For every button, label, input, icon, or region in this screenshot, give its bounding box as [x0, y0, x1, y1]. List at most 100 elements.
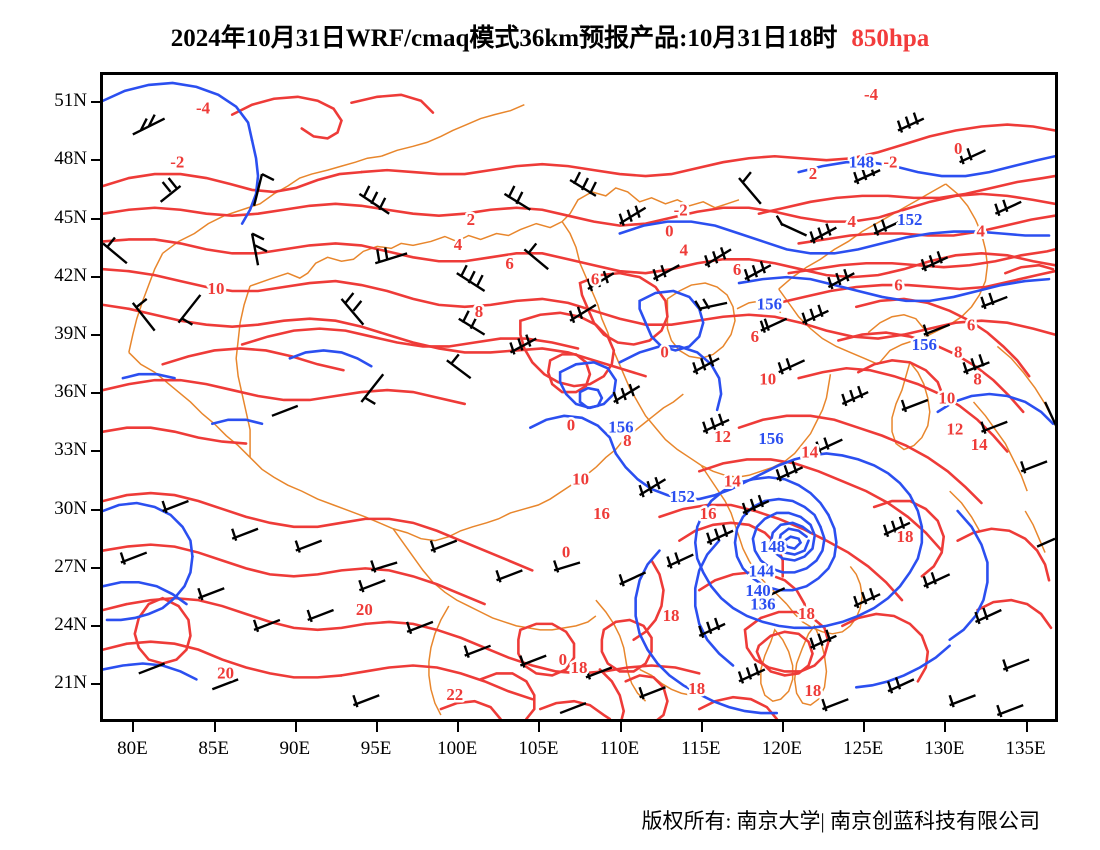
- y-axis-tick: [91, 683, 100, 686]
- contour-label: 10: [208, 279, 225, 298]
- contour-label: 14: [971, 435, 988, 454]
- contour-label-halo: 0: [665, 222, 673, 241]
- contour-label: 4: [680, 241, 689, 260]
- x-axis-label: 80E: [117, 738, 148, 759]
- x-axis-tick: [700, 722, 703, 732]
- y-axis-label: 48N: [54, 148, 87, 170]
- contour-label: 140: [745, 581, 770, 600]
- contour-label-halo: 136: [750, 594, 775, 613]
- contour-label-halo: 12: [946, 420, 963, 439]
- contour-label-halo: -2: [674, 200, 688, 219]
- contour-label: 4: [977, 222, 986, 241]
- chart-title: 2024年10月31日WRF/cmaq模式36km预报产品:10月31日18时 8…: [0, 18, 1100, 54]
- y-axis-tick: [91, 508, 100, 511]
- y-axis-label: 51N: [54, 90, 87, 112]
- contour-label: 6: [751, 327, 759, 346]
- contour-label: 16: [700, 504, 717, 523]
- contour-label: 6: [733, 260, 741, 279]
- contour-label: 2: [809, 164, 817, 183]
- x-axis-label: 115E: [681, 738, 721, 759]
- contour-label-halo: 10: [759, 370, 776, 389]
- contour-label-halo: 14: [971, 435, 988, 454]
- y-axis-tick: [91, 333, 100, 336]
- contour-label-halo: 4: [977, 222, 986, 241]
- x-axis-label: 85E: [198, 738, 229, 759]
- contour-label-halo: 18: [897, 527, 914, 546]
- contour-label-halo: 6: [591, 270, 599, 289]
- contour-label: 18: [798, 604, 815, 623]
- contour-label-halo: 18: [798, 604, 815, 623]
- y-axis-label: 30N: [54, 497, 87, 519]
- contour-label-halo: -2: [883, 152, 897, 171]
- contour-label: 152: [670, 487, 695, 506]
- contour-label-halo: 0: [954, 139, 962, 158]
- contour-label-halo: 4: [847, 212, 856, 231]
- title-pressure-level: 850hpa: [851, 25, 930, 52]
- y-axis-tick: [91, 392, 100, 395]
- contour-label: 10: [938, 389, 955, 408]
- contour-label: 0: [567, 416, 575, 435]
- contour-label: 2: [467, 210, 475, 229]
- contour-label-halo: 156: [912, 335, 937, 354]
- x-axis-tick: [213, 722, 216, 732]
- contour-label: 14: [724, 471, 741, 490]
- contour-label: 18: [897, 527, 914, 546]
- map-plot-area: -4 -4 -4 -4 -2 -2 -2 -2 -2 -2 0 0 0 0 2 2 2 2 4 4 4 4 4 4 4 4 6 6 6 6…: [100, 72, 1058, 722]
- contour-label: -2: [883, 152, 897, 171]
- y-axis-tick: [91, 159, 100, 162]
- contour-label-halo: 8: [973, 370, 981, 389]
- contour-label-halo: 2: [467, 210, 475, 229]
- x-axis-tick: [619, 722, 622, 732]
- contour-label-halo: 18: [688, 679, 705, 698]
- contour-label: 136: [750, 594, 775, 613]
- copyright-footer: 版权所有: 南京大学| 南京创蓝科技有限公司: [641, 809, 1040, 833]
- contour-label-halo: 4: [680, 241, 689, 260]
- contour-label: 6: [505, 254, 513, 273]
- contour-label-halo: 8: [475, 302, 483, 321]
- contour-label-halo: 148: [849, 152, 874, 171]
- contour-label: 18: [804, 681, 821, 700]
- contour-label: 152: [897, 210, 922, 229]
- contour-label-halo: 16: [700, 504, 717, 523]
- contour-label: -4: [864, 85, 879, 104]
- contour-label-halo: 140: [745, 581, 770, 600]
- contour-label-halo: 18: [663, 606, 680, 625]
- y-axis-tick: [91, 275, 100, 278]
- contour-label-halo: -4: [864, 85, 879, 104]
- contour-label: 6: [894, 275, 902, 294]
- x-axis-tick: [1025, 722, 1028, 732]
- contour-label: 0: [665, 222, 673, 241]
- contour-label-halo: 156: [757, 295, 782, 314]
- x-axis-label: 135E: [1005, 738, 1046, 759]
- contour-label: 8: [973, 370, 981, 389]
- contour-label-halo: 148: [760, 537, 785, 556]
- contour-label: 22: [446, 685, 463, 704]
- x-axis-tick: [132, 722, 135, 732]
- contour-label: -2: [170, 152, 184, 171]
- contour-label: 18: [663, 606, 680, 625]
- y-axis-label: 24N: [54, 613, 87, 635]
- contour-label: 8: [623, 431, 631, 450]
- contour-label: 0: [559, 650, 567, 669]
- contour-label-halo: 4: [454, 235, 463, 254]
- contour-label: 0: [660, 343, 668, 362]
- contour-label-halo: 0: [559, 650, 567, 669]
- y-axis-tick: [91, 450, 100, 453]
- contour-label-halo: 8: [623, 431, 631, 450]
- contour-label-halo: 0: [660, 343, 668, 362]
- x-axis-tick: [376, 722, 379, 732]
- contour-label: 10: [759, 370, 776, 389]
- contour-label-halo: 6: [967, 316, 975, 335]
- contour-label-halo: 12: [714, 427, 731, 446]
- contour-label-halo: 6: [894, 275, 902, 294]
- contour-label: 18: [688, 679, 705, 698]
- y-axis-tick: [91, 566, 100, 569]
- wind-barb-layer: [103, 112, 1055, 718]
- contour-label-halo: 10: [572, 470, 589, 489]
- x-axis-tick: [944, 722, 947, 732]
- contour-label-halo: 0: [567, 416, 575, 435]
- y-axis-label: 27N: [54, 555, 87, 577]
- x-axis-label: 105E: [518, 738, 559, 759]
